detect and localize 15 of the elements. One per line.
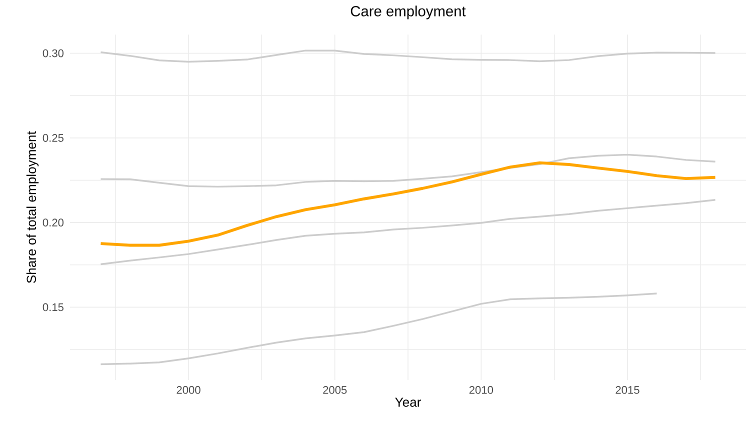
- x-tick-label: 2005: [323, 386, 347, 394]
- y-tick-label: 0.30: [42, 49, 64, 58]
- line-series: [100, 50, 716, 63]
- x-tick-label: 2000: [176, 386, 200, 394]
- y-tick-label: 0.25: [42, 134, 64, 142]
- x-tick-label: 2010: [469, 386, 494, 394]
- chart-title: Care employment: [350, 6, 466, 20]
- x-axis-title: Year: [395, 398, 421, 407]
- y-tick-label: 0.20: [42, 218, 64, 226]
- y-tick-label: 0.15: [42, 303, 64, 312]
- line-series: [100, 199, 716, 266]
- line-series: [100, 154, 716, 188]
- x-tick-label: 2015: [616, 386, 640, 394]
- line-series: [99, 161, 717, 247]
- y-axis-title: Share of total employment: [26, 131, 39, 284]
